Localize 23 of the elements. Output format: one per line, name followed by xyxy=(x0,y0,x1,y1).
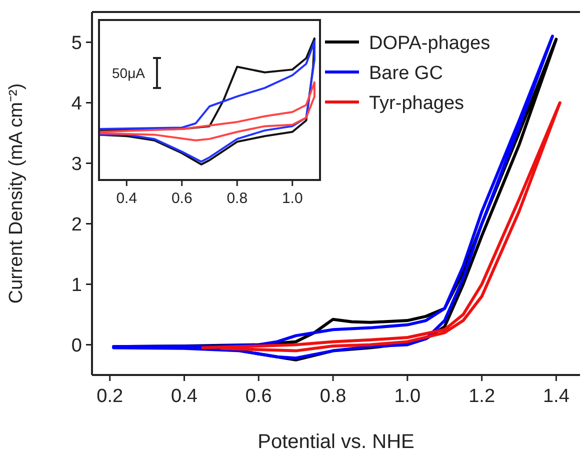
x-tick-label: 1.2 xyxy=(468,386,496,407)
y-tick-label: 0 xyxy=(71,335,82,356)
x-tick-label: 1.0 xyxy=(394,386,421,407)
x-tick-label: 0.6 xyxy=(245,386,272,407)
y-tick-label: 1 xyxy=(71,274,82,296)
x-tick-label: 0.8 xyxy=(320,386,346,407)
x-axis-title: Potential vs. NHE xyxy=(258,431,414,453)
y-tick-label: 4 xyxy=(71,93,82,114)
x-tick-label: 0.6 xyxy=(171,190,192,207)
x-tick-label: 0.4 xyxy=(171,386,198,407)
y-tick-label: 3 xyxy=(71,154,82,175)
x-tick-label: 1.0 xyxy=(282,190,303,207)
x-tick-label: 1.4 xyxy=(542,386,570,407)
annotation: 50μA xyxy=(112,65,146,81)
y-tick-label: 2 xyxy=(71,214,82,236)
legend-label: Tyr-phages xyxy=(369,93,464,114)
y-tick-label: 5 xyxy=(71,32,82,54)
legend-label: DOPA-phages xyxy=(369,33,490,54)
x-tick-label: 0.4 xyxy=(116,190,138,207)
legend-label: Bare GC xyxy=(369,63,443,84)
x-tick-label: 0.2 xyxy=(96,386,124,407)
y-axis-title: Current Density (mA cm⁻²) xyxy=(6,83,27,304)
x-tick-label: 0.8 xyxy=(226,190,248,207)
